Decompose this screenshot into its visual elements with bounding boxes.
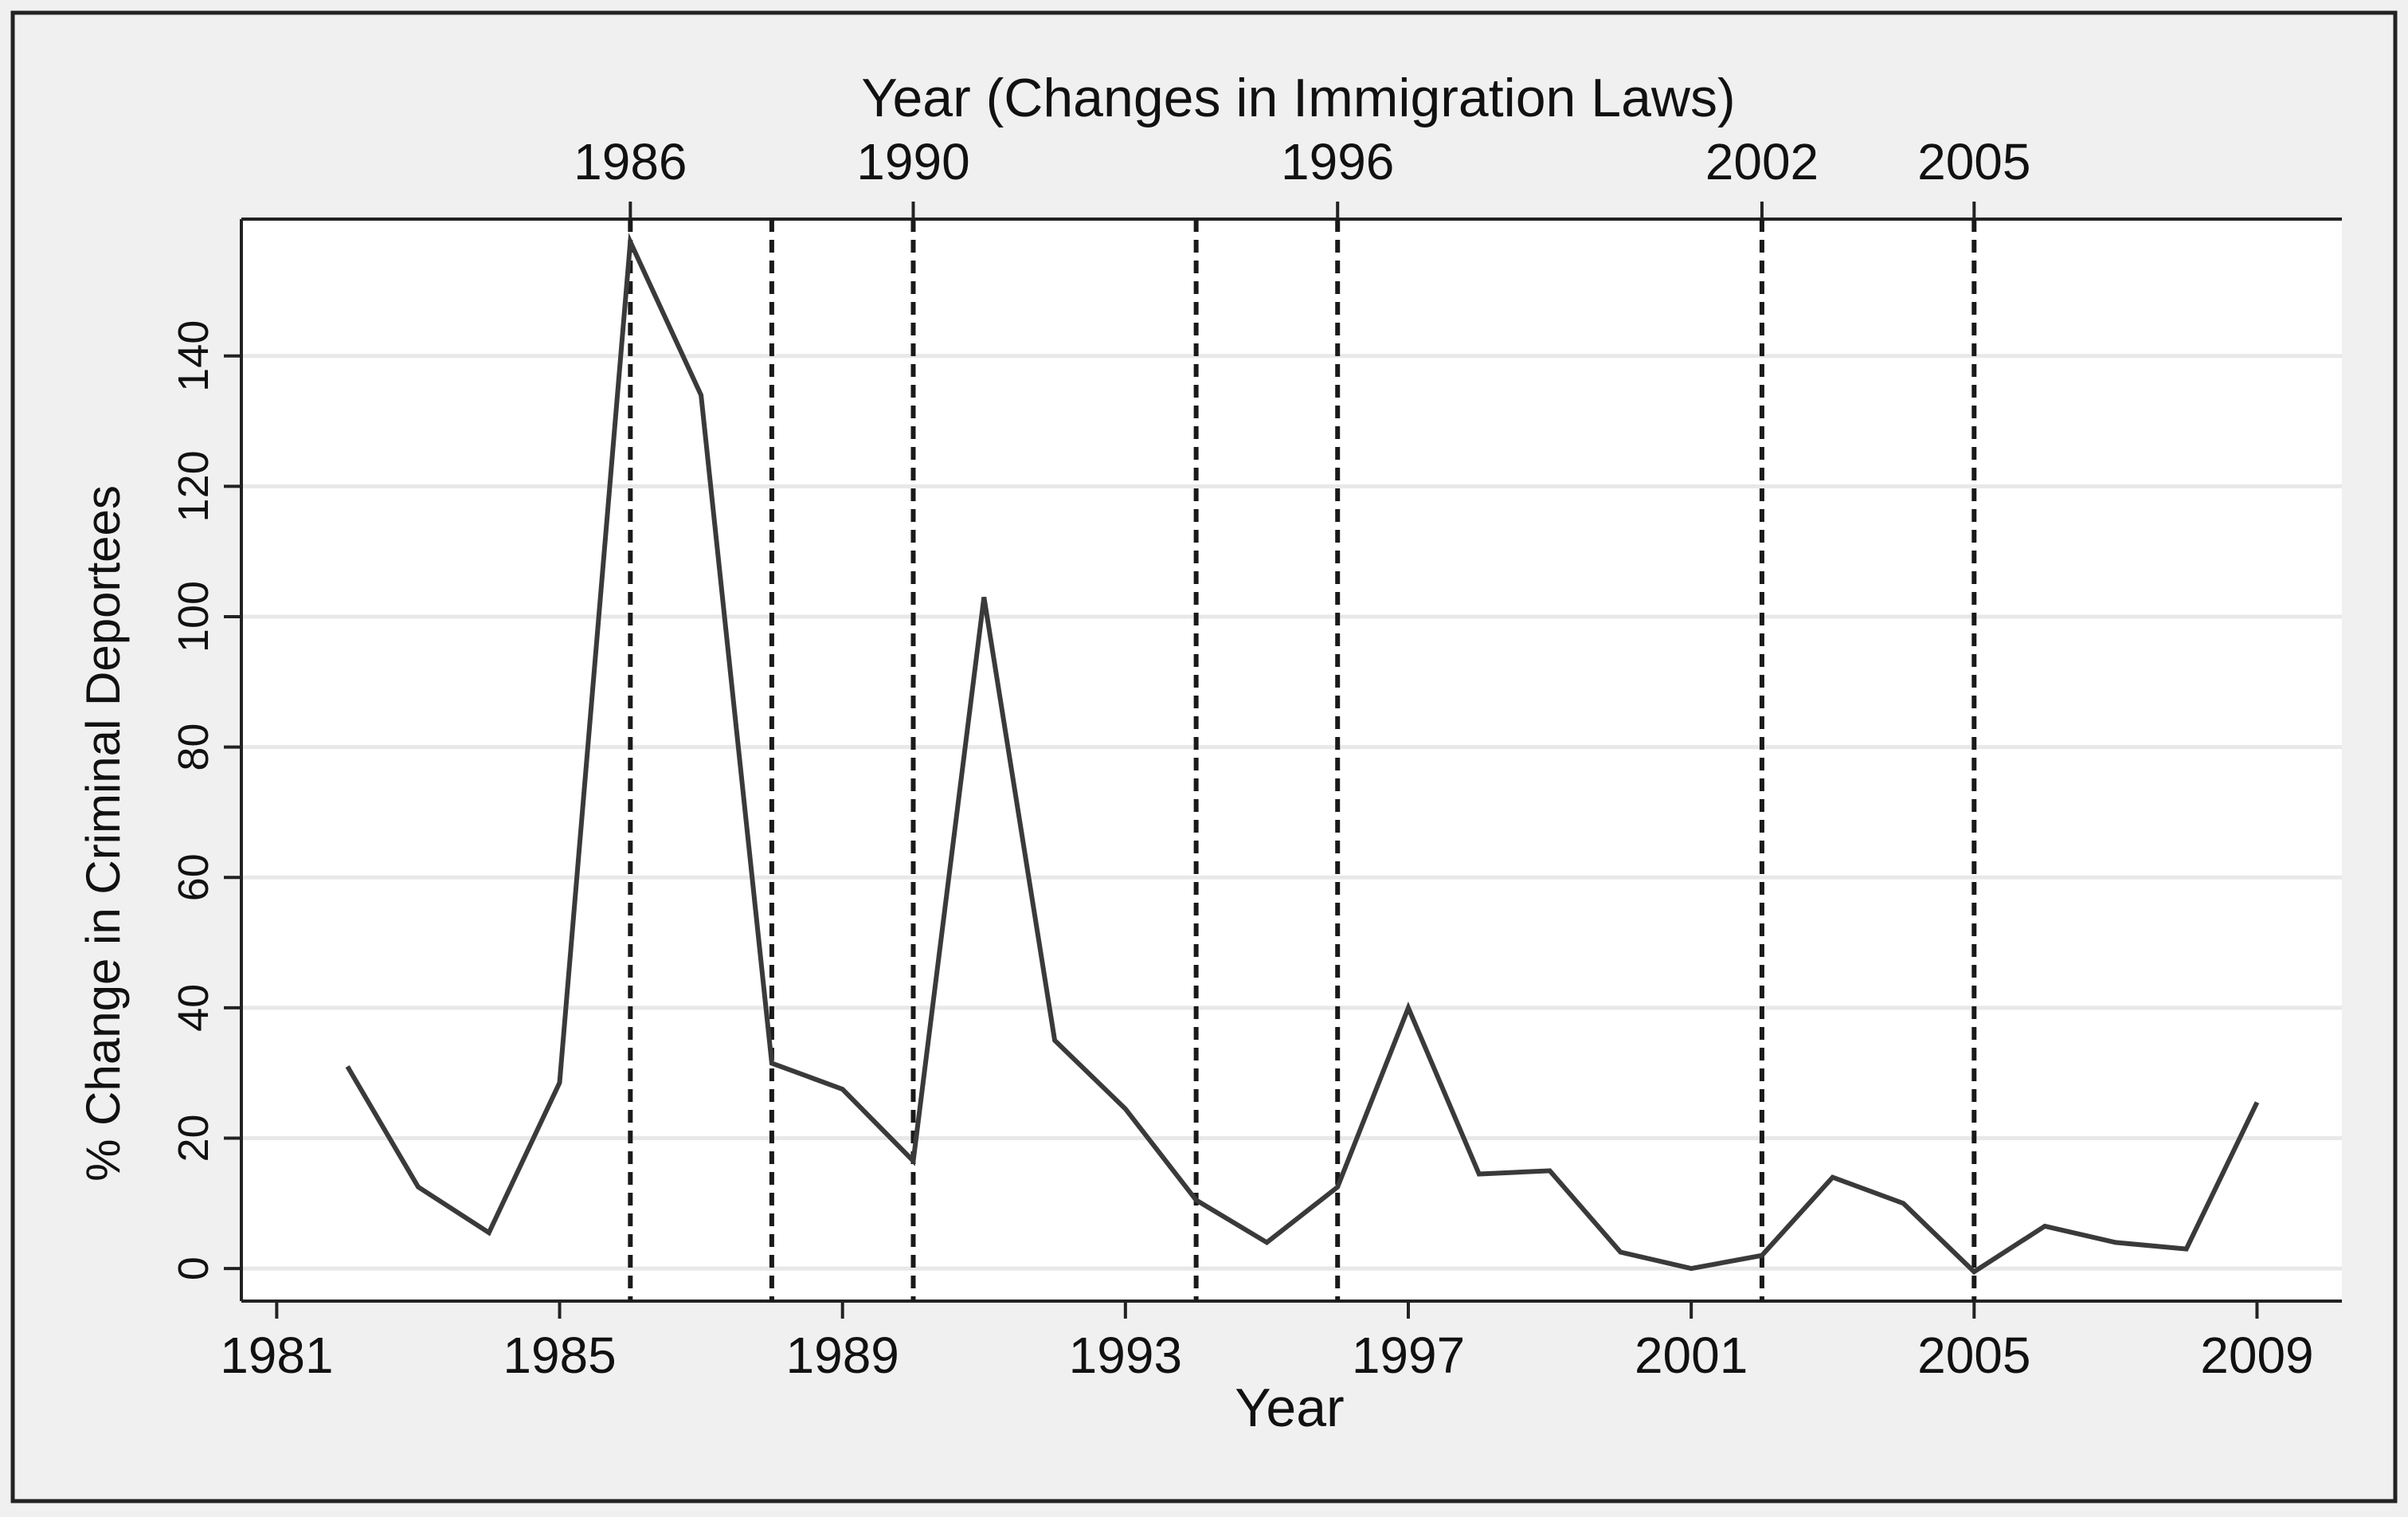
top-axis-title: Year (Changes in Immigration Laws) xyxy=(861,68,1735,128)
x-tick-label: 2009 xyxy=(2200,1327,2313,1384)
y-tick-label: 140 xyxy=(170,320,217,392)
y-tick-label: 120 xyxy=(170,450,217,522)
series-line xyxy=(345,233,2260,1276)
y-axis-title: % Change in Criminal Deportees xyxy=(76,485,130,1182)
top-tick-label: 1990 xyxy=(856,133,969,190)
x-tick-label: 1993 xyxy=(1069,1327,1182,1384)
y-tick-label: 60 xyxy=(170,853,217,901)
x-tick-label: 1981 xyxy=(220,1327,333,1384)
axes: 0 20 40 60 80 100 120 140 1981 1985 1989 1993 1997 20… xyxy=(170,133,2342,1384)
top-tick-label: 2002 xyxy=(1705,133,1819,190)
y-tick-label: 80 xyxy=(170,723,217,771)
y-tick-label: 20 xyxy=(170,1114,217,1162)
plot-area xyxy=(241,219,2342,1301)
y-tick-label: 100 xyxy=(170,581,217,653)
axis-labels: Year (Changes in Immigration Laws) Year … xyxy=(76,68,1736,1438)
x-tick-label: 2005 xyxy=(1917,1327,2030,1384)
y-tick-label: 40 xyxy=(170,984,217,1032)
law-change-lines xyxy=(628,219,1977,1301)
x-tick-label: 1989 xyxy=(786,1327,899,1384)
top-tick-label: 1986 xyxy=(574,133,687,190)
y-tick-label: 0 xyxy=(170,1256,217,1280)
x-axis-title: Year xyxy=(1235,1378,1344,1438)
figure-border xyxy=(10,10,2398,1503)
x-tick-label: 1997 xyxy=(1352,1327,1465,1384)
series-lines xyxy=(345,233,2260,1276)
top-tick-label: 1996 xyxy=(1281,133,1394,190)
grid-lines xyxy=(241,219,2342,1301)
x-tick-label: 2001 xyxy=(1635,1327,1748,1384)
x-tick-label: 1985 xyxy=(503,1327,616,1384)
top-tick-label: 2005 xyxy=(1917,133,2030,190)
